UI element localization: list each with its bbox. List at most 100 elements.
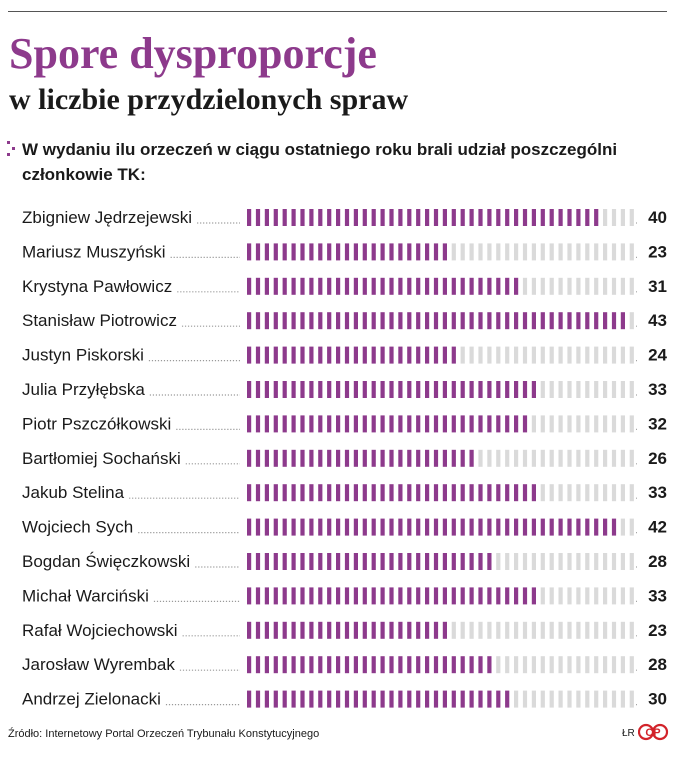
tally-mark-empty (478, 621, 483, 639)
tally-mark-filled (451, 312, 456, 330)
tally-mark-filled (371, 553, 376, 570)
tally-mark-filled (398, 312, 403, 330)
tally-mark-filled (478, 381, 483, 398)
tally-mark-filled (425, 277, 430, 295)
category-label: Justyn Piskorski (22, 346, 144, 365)
tally-mark-filled (255, 553, 261, 570)
tally-mark-filled (282, 449, 287, 467)
tally-mark-filled (416, 243, 421, 261)
tally-mark-filled (398, 690, 403, 708)
value-label: 23 (648, 242, 667, 261)
tally-mark-empty (576, 656, 581, 674)
tally-mark-empty (611, 553, 617, 570)
tally-mark-filled (371, 690, 376, 708)
tally-mark-filled (273, 381, 278, 398)
tally-mark-filled (327, 415, 332, 433)
tally-mark-filled (282, 690, 287, 708)
tally-mark-empty (611, 209, 617, 226)
tally-mark-filled (371, 449, 376, 467)
tally-mark-filled (531, 209, 536, 226)
tally-mark-filled (567, 209, 572, 226)
chart-row: Julia Przyłębska 33 (22, 380, 667, 399)
tally-mark-filled (407, 277, 412, 295)
category-label: Bartłomiej Sochański (22, 449, 181, 468)
tally-mark-filled (451, 518, 456, 536)
tally-mark-filled (451, 346, 456, 364)
tally-mark-empty (496, 553, 501, 570)
tally-mark-empty (514, 346, 519, 364)
tally-mark-filled (398, 484, 403, 502)
tally-mark-empty (549, 656, 554, 674)
tally-mark-empty (558, 346, 563, 364)
tally-mark-empty (531, 656, 536, 674)
tally-mark-empty (522, 553, 528, 570)
tally-mark-filled (442, 518, 447, 536)
tally-mark-filled (344, 656, 350, 674)
tally-mark-empty (620, 587, 625, 605)
tally-mark-filled (522, 484, 528, 502)
value-label: 24 (648, 346, 667, 365)
tally-mark-filled (522, 587, 528, 605)
logo-text: CP (645, 727, 660, 739)
tally-mark-filled (389, 277, 394, 295)
tally-mark-filled (300, 518, 305, 536)
tally-mark-empty (567, 484, 572, 502)
tally-mark-filled (336, 346, 341, 364)
tally-mark-filled (496, 381, 501, 398)
tally-mark-filled (451, 209, 456, 226)
tally-mark-filled (407, 415, 412, 433)
tally-mark-filled (318, 209, 323, 226)
tally-mark-empty (496, 621, 501, 639)
tally-mark-filled (416, 449, 421, 467)
tally-mark-filled (247, 518, 252, 536)
chart-row: Jarosław Wyrembak 28 (22, 655, 667, 674)
tally-mark-filled (380, 690, 385, 708)
chart-row: Rafał Wojciechowski 23 (22, 621, 667, 640)
tally-mark-empty (576, 587, 581, 605)
tally-mark-filled (460, 484, 465, 502)
tally-mark-empty (514, 243, 519, 261)
tally-mark-empty (576, 690, 581, 708)
tally-mark-empty (594, 449, 599, 467)
tally-mark-filled (264, 518, 269, 536)
tally-mark-filled (522, 381, 528, 398)
tally-mark-filled (433, 449, 439, 467)
tally-mark-filled (460, 587, 465, 605)
tally-mark-filled (336, 449, 341, 467)
tally-mark-filled (425, 587, 430, 605)
tally-mark-empty (540, 449, 545, 467)
tally-mark-filled (353, 518, 358, 536)
tally-mark-filled (398, 518, 403, 536)
tally-mark-empty (611, 587, 617, 605)
tally-mark-filled (442, 690, 447, 708)
tally-mark-empty (594, 346, 599, 364)
tally-mark-filled (318, 621, 323, 639)
tally-mark-filled (558, 209, 563, 226)
tally-mark-filled (318, 587, 323, 605)
tally-mark-filled (291, 209, 296, 226)
tally-mark-filled (309, 381, 314, 398)
tally-mark-filled (362, 381, 367, 398)
tally-mark-filled (469, 518, 474, 536)
tally-mark-empty (567, 415, 572, 433)
tally-mark-filled (300, 587, 305, 605)
tally-mark-filled (603, 312, 608, 330)
tally-mark-empty (594, 656, 599, 674)
chart-row: Stanisław Piotrowicz 43 (22, 311, 667, 330)
tally-mark-filled (585, 209, 590, 226)
tally-mark-filled (282, 277, 287, 295)
tally-mark-empty (549, 415, 554, 433)
tally-mark-filled (255, 690, 261, 708)
tally-mark-filled (425, 553, 430, 570)
tally-mark-empty (549, 587, 554, 605)
tally-mark-filled (353, 243, 358, 261)
tally-mark-empty (629, 656, 634, 674)
tally-mark-empty (558, 381, 563, 398)
tally-mark-filled (451, 656, 456, 674)
tally-mark-filled (336, 484, 341, 502)
tally-mark-filled (255, 484, 261, 502)
tally-mark-filled (362, 449, 367, 467)
tally-mark-filled (407, 656, 412, 674)
tally-mark-filled (291, 277, 296, 295)
tally-mark-empty (522, 243, 528, 261)
